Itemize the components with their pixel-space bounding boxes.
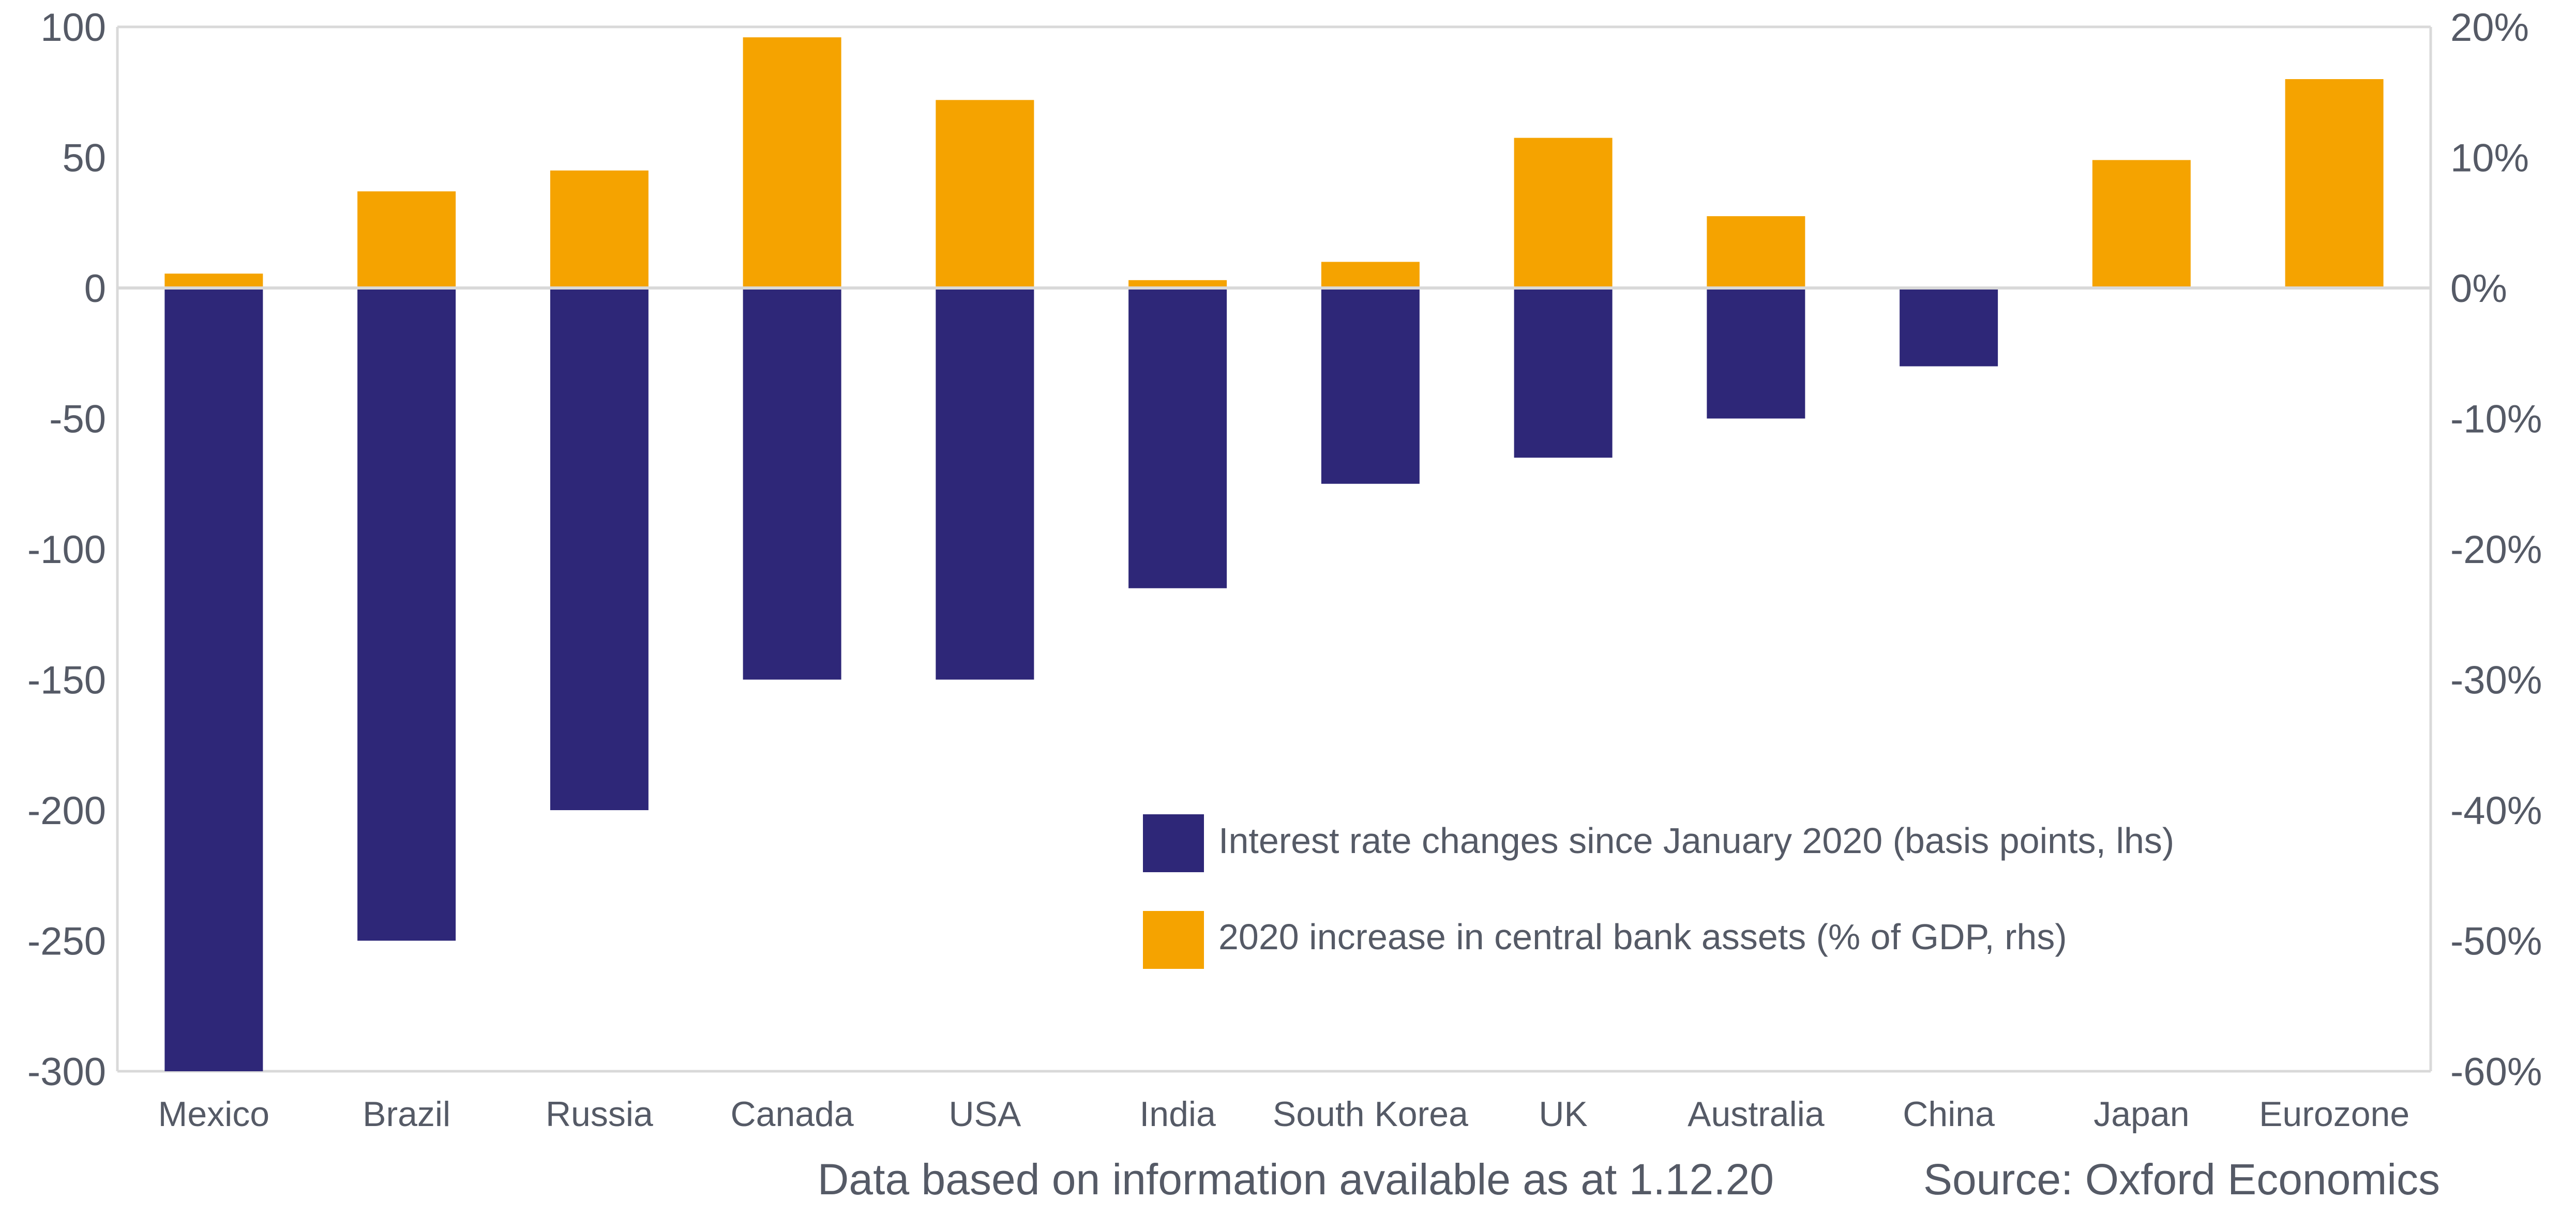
- legend: Interest rate changes since January 2020…: [1143, 814, 2174, 969]
- right-tick-label: -60%: [2450, 1050, 2542, 1094]
- bars: [164, 37, 2384, 1071]
- category-label: Australia: [1688, 1095, 1825, 1134]
- legend-label-assets: 2020 increase in central bank assets (% …: [1218, 917, 2067, 957]
- bar-interest-south-korea: [1321, 288, 1420, 484]
- category-label: Eurozone: [2259, 1095, 2409, 1134]
- bar-assets-eurozone: [2285, 79, 2384, 288]
- right-axis: 20% 10% 0% -10% -20% -30% -40% -50% -60%: [2450, 6, 2542, 1094]
- left-axis: 100 50 0 -50 -100 -150 -200 -250 -300: [27, 6, 106, 1094]
- category-label: Japan: [2093, 1095, 2189, 1134]
- category-label: China: [1903, 1095, 1995, 1134]
- bar-interest-brazil: [357, 288, 456, 941]
- left-tick-label: 0: [84, 267, 106, 311]
- right-tick-label: 0%: [2450, 267, 2507, 311]
- right-tick-label: 20%: [2450, 6, 2529, 50]
- data-note: Data based on information available as a…: [818, 1155, 1774, 1204]
- category-label: India: [1139, 1095, 1216, 1134]
- bar-assets-australia: [1707, 216, 1805, 288]
- footer: Data based on information available as a…: [818, 1155, 2440, 1204]
- bar-interest-uk: [1514, 288, 1613, 458]
- x-axis: Mexico Brazil Russia Canada USA India South Ko…: [158, 1095, 2409, 1134]
- left-tick-label: 50: [62, 136, 106, 180]
- right-tick-label: -10%: [2450, 398, 2542, 442]
- bar-interest-india: [1128, 288, 1227, 588]
- right-tick-label: -20%: [2450, 528, 2542, 572]
- left-tick-label: -50: [49, 398, 106, 442]
- bar-interest-russia: [550, 288, 649, 810]
- legend-swatch-interest: [1143, 814, 1204, 872]
- bar-assets-india: [1128, 280, 1227, 288]
- bar-interest-usa: [936, 288, 1034, 680]
- left-tick-label: -100: [27, 528, 106, 572]
- source-note: Source: Oxford Economics: [1923, 1155, 2440, 1204]
- right-tick-label: -30%: [2450, 659, 2542, 703]
- left-tick-label: 100: [40, 6, 106, 50]
- bar-assets-usa: [936, 100, 1034, 288]
- right-tick-label: 10%: [2450, 136, 2529, 180]
- legend-swatch-assets: [1143, 911, 1204, 969]
- left-tick-label: -250: [27, 920, 106, 964]
- bar-assets-canada: [743, 37, 841, 288]
- bar-assets-brazil: [357, 191, 456, 288]
- bar-assets-japan: [2092, 160, 2191, 288]
- right-tick-label: -40%: [2450, 789, 2542, 833]
- category-label: UK: [1539, 1095, 1587, 1134]
- plot-frame: [116, 25, 2432, 1073]
- bar-interest-canada: [743, 288, 841, 680]
- category-label: Canada: [731, 1095, 854, 1134]
- category-label: Russia: [546, 1095, 653, 1134]
- legend-label-interest: Interest rate changes since January 2020…: [1218, 820, 2174, 861]
- bar-interest-china: [1900, 288, 1998, 367]
- category-label: South Korea: [1273, 1095, 1468, 1134]
- category-label: USA: [948, 1095, 1021, 1134]
- bar-interest-mexico: [164, 288, 263, 1071]
- left-tick-label: -150: [27, 659, 106, 703]
- left-tick-label: -200: [27, 789, 106, 833]
- bar-assets-uk: [1514, 138, 1613, 288]
- right-tick-label: -50%: [2450, 920, 2542, 964]
- left-tick-label: -300: [27, 1050, 106, 1094]
- bar-interest-australia: [1707, 288, 1805, 419]
- bar-assets-south-korea: [1321, 262, 1420, 288]
- bar-assets-russia: [550, 170, 649, 288]
- bar-assets-mexico: [164, 273, 263, 288]
- category-label: Mexico: [158, 1095, 269, 1134]
- category-label: Brazil: [363, 1095, 450, 1134]
